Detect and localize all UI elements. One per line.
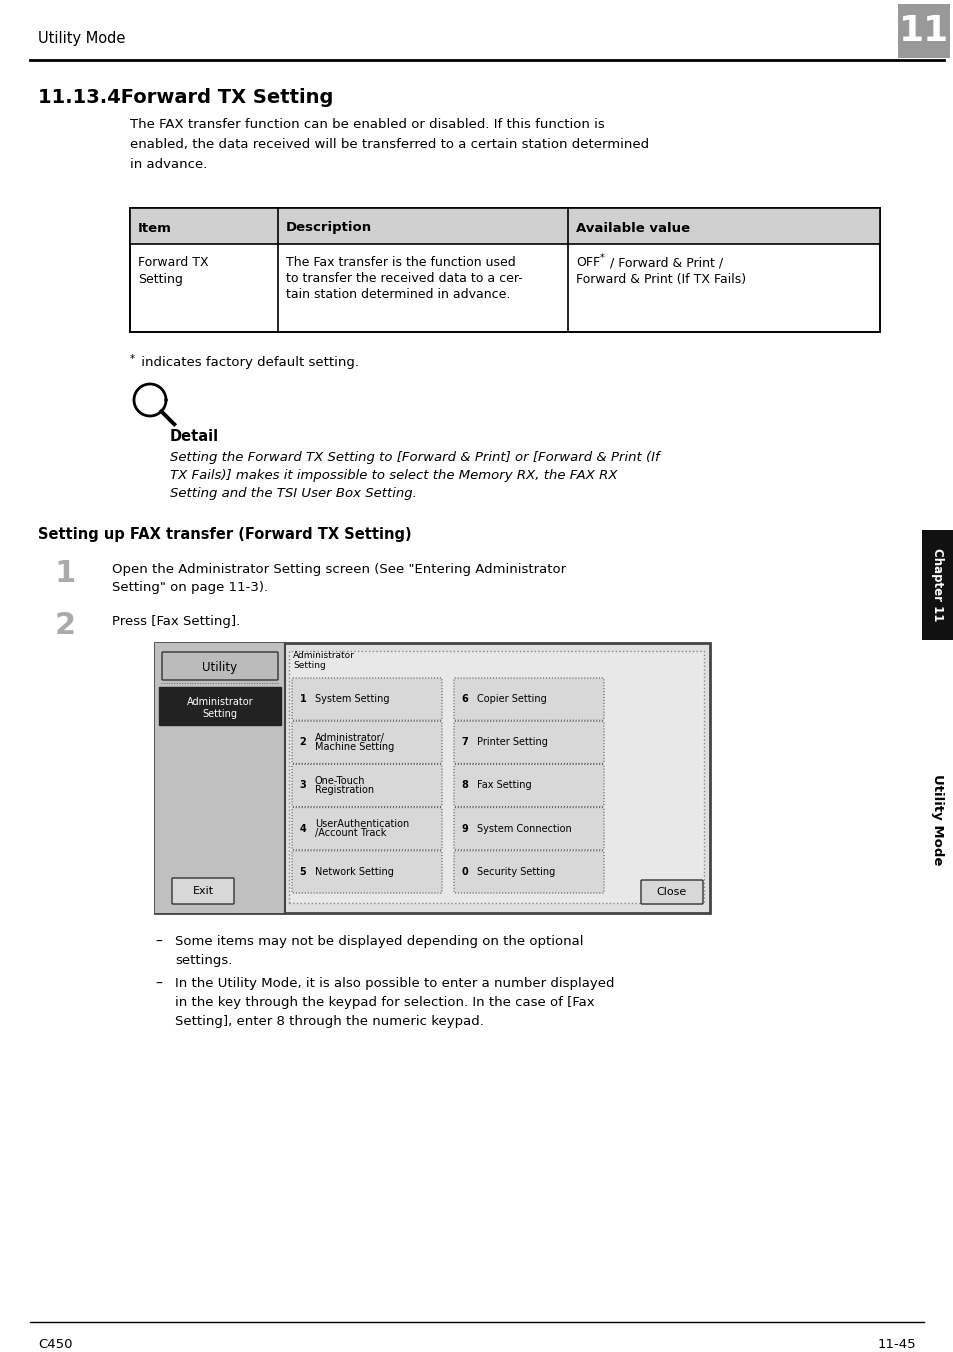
Text: Forward TX: Forward TX	[138, 256, 209, 269]
FancyBboxPatch shape	[454, 850, 603, 894]
Text: 11.13.4Forward TX Setting: 11.13.4Forward TX Setting	[38, 88, 333, 107]
Text: TX Fails)] makes it impossible to select the Memory RX, the FAX RX: TX Fails)] makes it impossible to select…	[170, 469, 617, 483]
Text: *: *	[599, 253, 604, 264]
Text: Fax Setting: Fax Setting	[476, 780, 531, 791]
Text: System Connection: System Connection	[476, 823, 571, 834]
FancyBboxPatch shape	[292, 850, 441, 894]
Text: Chapter 11: Chapter 11	[930, 549, 943, 622]
Bar	[921, 530, 953, 639]
Text: Copier Setting: Copier Setting	[476, 694, 546, 704]
Text: 4: 4	[299, 823, 306, 834]
Text: –: –	[154, 936, 162, 949]
Text: Administrator/: Administrator/	[314, 733, 384, 742]
FancyBboxPatch shape	[454, 677, 603, 721]
Text: One-Touch: One-Touch	[314, 776, 365, 786]
FancyBboxPatch shape	[172, 877, 233, 904]
Text: Setting and the TSI User Box Setting.: Setting and the TSI User Box Setting.	[170, 487, 416, 500]
Text: / Forward & Print /: / Forward & Print /	[605, 256, 722, 269]
Text: Registration: Registration	[314, 786, 374, 795]
Text: settings.: settings.	[174, 955, 233, 967]
FancyBboxPatch shape	[292, 677, 441, 721]
Text: Open the Administrator Setting screen (See "Entering Administrator: Open the Administrator Setting screen (S…	[112, 562, 565, 576]
Text: UserAuthentication: UserAuthentication	[314, 819, 409, 829]
Text: 3: 3	[299, 780, 306, 791]
Text: 7: 7	[461, 737, 468, 748]
FancyBboxPatch shape	[454, 721, 603, 764]
Text: OFF: OFF	[576, 256, 599, 269]
Text: In the Utility Mode, it is also possible to enter a number displayed: In the Utility Mode, it is also possible…	[174, 977, 614, 990]
FancyBboxPatch shape	[454, 807, 603, 850]
Text: Printer Setting: Printer Setting	[476, 737, 547, 748]
Text: Setting: Setting	[138, 273, 183, 287]
Text: 11: 11	[898, 14, 948, 49]
Bar	[289, 652, 703, 903]
Text: System Setting: System Setting	[314, 694, 389, 704]
Text: in the key through the keypad for selection. In the case of [Fax: in the key through the keypad for select…	[174, 996, 594, 1009]
Text: Forward & Print (If TX Fails): Forward & Print (If TX Fails)	[576, 273, 745, 287]
Text: Machine Setting: Machine Setting	[314, 742, 394, 752]
Text: 0: 0	[461, 867, 468, 877]
Bar	[154, 644, 285, 913]
Text: enabled, the data received will be transferred to a certain station determined: enabled, the data received will be trans…	[130, 138, 648, 151]
Text: Setting" on page 11-3).: Setting" on page 11-3).	[112, 581, 268, 594]
Text: /Account Track: /Account Track	[314, 829, 386, 838]
Text: Utility Mode: Utility Mode	[38, 31, 125, 46]
Text: Administrator
Setting: Administrator Setting	[187, 698, 253, 719]
Text: Network Setting: Network Setting	[314, 867, 394, 877]
Text: Exit: Exit	[193, 886, 213, 896]
Text: in advance.: in advance.	[130, 158, 207, 170]
Text: Press [Fax Setting].: Press [Fax Setting].	[112, 615, 240, 627]
Text: Some items may not be displayed depending on the optional: Some items may not be displayed dependin…	[174, 936, 583, 948]
Bar	[154, 644, 709, 913]
Text: Security Setting: Security Setting	[476, 867, 555, 877]
Text: Setting the Forward TX Setting to [Forward & Print] or [Forward & Print (If: Setting the Forward TX Setting to [Forwa…	[170, 452, 659, 464]
FancyBboxPatch shape	[640, 880, 702, 904]
FancyBboxPatch shape	[292, 764, 441, 807]
Text: The Fax transfer is the function used: The Fax transfer is the function used	[286, 256, 516, 269]
Text: Detail: Detail	[170, 429, 219, 443]
Text: 2: 2	[299, 737, 306, 748]
FancyBboxPatch shape	[292, 807, 441, 850]
Bar	[159, 687, 281, 725]
FancyBboxPatch shape	[162, 652, 277, 680]
Text: Setting up FAX transfer (Forward TX Setting): Setting up FAX transfer (Forward TX Sett…	[38, 527, 411, 542]
Text: tain station determined in advance.: tain station determined in advance.	[286, 288, 510, 301]
Text: –: –	[154, 977, 162, 991]
Text: 11-45: 11-45	[877, 1338, 915, 1351]
Text: Utility: Utility	[202, 661, 237, 673]
Text: Administrator
Setting: Administrator Setting	[293, 652, 355, 671]
FancyBboxPatch shape	[292, 721, 441, 764]
Text: *: *	[130, 354, 135, 364]
Text: Description: Description	[286, 222, 372, 234]
Text: Available value: Available value	[576, 222, 689, 234]
Text: indicates factory default setting.: indicates factory default setting.	[137, 356, 358, 369]
Text: Item: Item	[138, 222, 172, 234]
Text: C450: C450	[38, 1338, 72, 1351]
Text: Utility Mode: Utility Mode	[930, 775, 943, 865]
Text: Setting], enter 8 through the numeric keypad.: Setting], enter 8 through the numeric ke…	[174, 1015, 483, 1028]
Text: 2: 2	[55, 611, 76, 639]
Text: 1: 1	[299, 694, 306, 704]
Bar	[130, 208, 879, 243]
Text: 6: 6	[461, 694, 468, 704]
Text: 1: 1	[55, 558, 76, 588]
FancyBboxPatch shape	[454, 764, 603, 807]
Bar	[897, 4, 949, 58]
Text: 9: 9	[461, 823, 468, 834]
Text: 8: 8	[461, 780, 468, 791]
Text: to transfer the received data to a cer-: to transfer the received data to a cer-	[286, 272, 522, 285]
Bar	[130, 208, 879, 333]
Text: The FAX transfer function can be enabled or disabled. If this function is: The FAX transfer function can be enabled…	[130, 118, 604, 131]
Text: Close: Close	[657, 887, 686, 896]
Text: 5: 5	[299, 867, 306, 877]
